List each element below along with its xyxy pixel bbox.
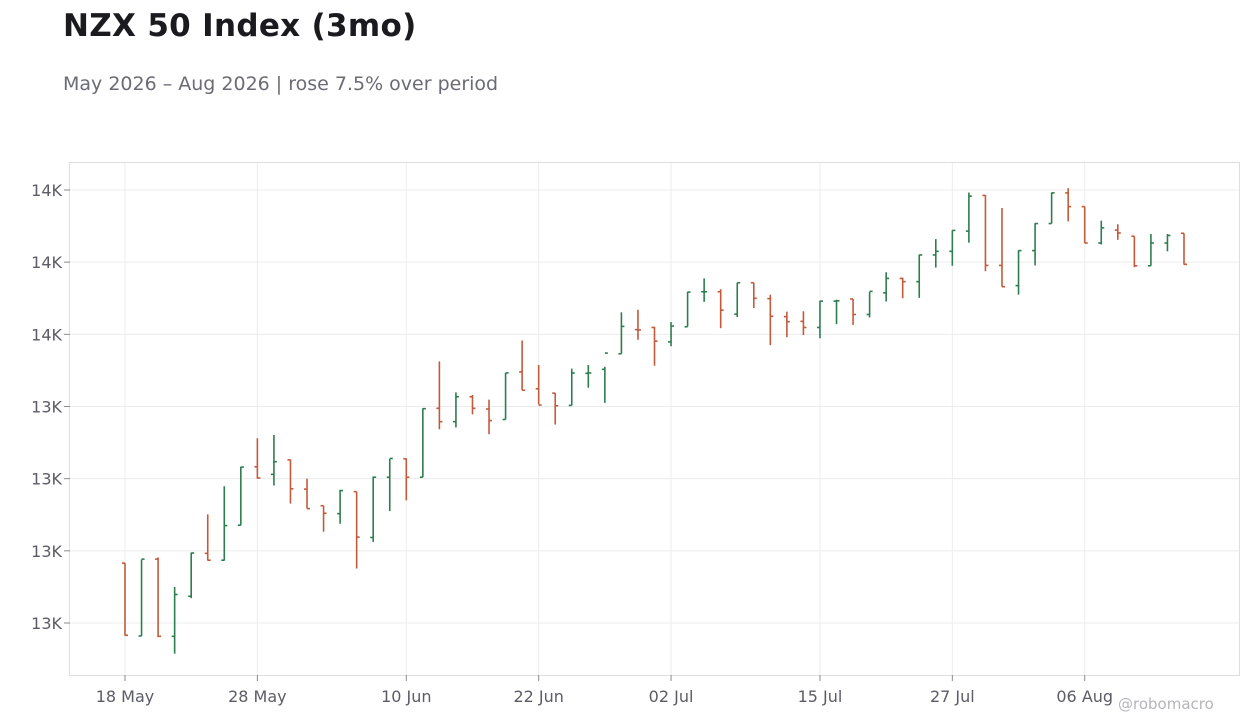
x-tick-label: 22 Jun — [513, 687, 563, 706]
ohlc-bar — [1032, 222, 1039, 266]
ohlc-bar — [1081, 205, 1088, 244]
ohlc-bar — [138, 558, 145, 637]
y-axis: 13K 13K 13K 13K 14K 14K 14K — [31, 181, 70, 633]
ohlc-bar — [320, 504, 327, 532]
ohlc-bar — [337, 489, 344, 524]
ohlc-bar — [998, 208, 1005, 288]
chart-title: NZX 50 Index (3mo) — [63, 8, 417, 44]
ohlc-bar — [1015, 249, 1022, 295]
ohlc-bar — [866, 290, 873, 318]
ohlc-bar — [916, 254, 923, 298]
x-tick-label: 10 Jun — [381, 687, 431, 706]
ohlc-bar — [965, 192, 972, 243]
y-tick-label: 13K — [31, 614, 62, 633]
x-tick-label: 27 Jul — [930, 687, 975, 706]
ohlc-bar — [982, 194, 989, 272]
ohlc-bar — [221, 486, 228, 562]
y-tick-label: 13K — [31, 542, 62, 561]
ohlc-bar — [452, 392, 459, 428]
watermark: @robomacro — [1118, 695, 1214, 713]
ohlc-bar — [204, 514, 211, 562]
y-tick-label: 14K — [31, 181, 62, 200]
ohlc-bar — [651, 326, 658, 366]
x-axis: 18 May 28 May 10 Jun 22 Jun 02 Jul 15 Jul 27 J… — [96, 675, 1113, 706]
ohlc-bar — [535, 365, 542, 406]
y-tick-label: 14K — [31, 325, 62, 344]
ohlc-bar — [568, 368, 575, 407]
ohlc-bar — [552, 392, 559, 425]
ohlc-bar — [701, 278, 708, 302]
y-tick-label: 14K — [31, 253, 62, 272]
ohlc-bar — [1065, 188, 1072, 222]
ohlc-bar — [419, 407, 426, 479]
ohlc-bar — [171, 586, 178, 654]
ohlc-bar — [155, 557, 162, 638]
ohlc-bar — [601, 352, 608, 403]
ohlc-bar — [816, 300, 823, 339]
ohlc-bar — [585, 365, 592, 388]
x-tick-label: 28 May — [228, 687, 287, 706]
ohlc-bar — [304, 478, 311, 510]
ohlc-bar — [519, 340, 526, 392]
ohlc-bar — [237, 466, 244, 527]
ohlc-bar — [403, 458, 410, 501]
chart-subtitle: May 2026 – Aug 2026 | rose 7.5% over per… — [63, 73, 499, 95]
ohlc-bar — [783, 311, 790, 338]
ohlc-bar — [717, 289, 724, 329]
x-tick-label: 02 Jul — [649, 687, 694, 706]
ohlc-bar — [883, 272, 890, 302]
ohlc-bar — [850, 298, 857, 325]
ohlc-bar — [370, 476, 377, 542]
ohlc-bar — [270, 435, 277, 486]
x-tick-label: 15 Jul — [798, 687, 843, 706]
x-tick-label: 06 Aug — [1056, 687, 1113, 706]
ohlc-bar — [502, 372, 509, 421]
plot-frame — [69, 162, 1240, 676]
ohlc-bar — [932, 239, 939, 268]
ohlc-bar — [684, 291, 691, 328]
ohlc-bar — [386, 457, 393, 512]
ohlc-bar — [750, 281, 757, 308]
ohlc-bar — [254, 438, 261, 479]
y-tick-label: 13K — [31, 398, 62, 417]
ohlc-bar — [668, 322, 675, 347]
y-tick-label: 13K — [31, 470, 62, 489]
ohlc-bar — [469, 394, 476, 415]
ohlc-bar — [1114, 224, 1121, 240]
ohlc-bar — [1147, 234, 1154, 267]
ohlc-bar — [949, 229, 956, 266]
ohlc-bar — [634, 309, 641, 340]
grid-lines — [70, 163, 1239, 675]
ohlc-bar — [767, 294, 774, 346]
ohlc-bar — [899, 277, 906, 299]
ohlc-bar — [618, 312, 625, 355]
ohlc-bar — [486, 399, 493, 435]
ohlc-bar — [734, 281, 741, 318]
x-tick-label: 18 May — [96, 687, 155, 706]
ohlc-bar — [833, 299, 840, 325]
ohlc-bar — [800, 311, 807, 336]
ohlc-bar — [1048, 192, 1055, 225]
ohlc-bar — [1181, 232, 1187, 266]
ohlc-bar — [436, 361, 443, 430]
ohlc-bar — [188, 552, 195, 599]
ohlc-bar — [287, 459, 294, 504]
ohlc-bar — [1164, 234, 1171, 252]
ohlc-bars — [122, 188, 1187, 654]
ohlc-bar — [122, 562, 128, 637]
ohlc-bar — [353, 490, 360, 569]
ohlc-bar — [1098, 220, 1105, 245]
ohlc-bar — [1131, 235, 1138, 268]
